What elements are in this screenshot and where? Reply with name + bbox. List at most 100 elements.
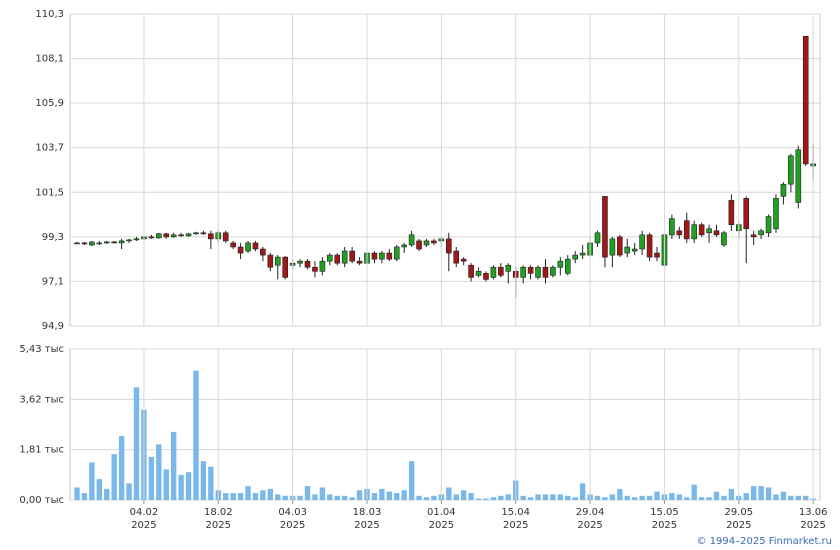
candle-body (401, 244, 407, 248)
volume-bar (468, 493, 474, 500)
candle-body (795, 149, 802, 203)
volume-bar (118, 436, 125, 500)
volume-bar (557, 494, 564, 500)
volume-bar (788, 495, 794, 500)
volume-bar (520, 495, 526, 500)
candle-body (245, 242, 251, 252)
candle-body (475, 270, 482, 276)
candle-body (274, 256, 281, 266)
candle-body (609, 238, 616, 256)
volume-bar (341, 495, 348, 500)
candle-body (96, 242, 103, 245)
candle-body (178, 234, 184, 237)
candle-body (676, 230, 683, 236)
y-tick-label: 103,7 (35, 143, 64, 154)
volume-bar (252, 493, 259, 500)
candle-body (765, 216, 772, 234)
candle-body (334, 254, 341, 264)
candle-body (706, 228, 712, 234)
volume-bar (356, 490, 363, 500)
volume-bar (260, 490, 266, 500)
candle-body (527, 266, 534, 274)
candle-body (208, 233, 214, 240)
candle-body (200, 232, 207, 235)
volume-bar (327, 494, 333, 500)
volume-bar (624, 495, 630, 500)
volume-bar (498, 495, 504, 500)
candle-body (103, 241, 110, 244)
x-tick-label: 04.02 2025 (130, 507, 159, 531)
volume-bar (483, 498, 489, 500)
candle-body (386, 252, 393, 260)
candle-body (721, 232, 727, 246)
volume-bar (475, 498, 482, 500)
volume-bar (81, 493, 88, 500)
candle-body (713, 230, 720, 236)
volume-bar (765, 487, 772, 500)
candle-body (170, 234, 177, 238)
candle-body (557, 260, 564, 268)
candle-body (379, 252, 385, 260)
candle-body (416, 240, 422, 250)
candle-body (341, 250, 348, 264)
volume-bar (334, 495, 340, 500)
volume-bar (803, 495, 809, 500)
volume-bar (237, 493, 244, 500)
volume-bar (750, 486, 757, 500)
candle-body (371, 252, 378, 260)
candle-body (222, 232, 229, 242)
volume-bar (698, 497, 705, 500)
volume-bar (148, 456, 155, 500)
volume-bar (565, 495, 571, 500)
volume-bar (446, 487, 452, 500)
x-tick-label: 29.04 2025 (576, 507, 605, 531)
candle-body (602, 196, 608, 258)
volume-bar (319, 487, 326, 500)
volume-bar (386, 491, 393, 500)
candle-body (750, 234, 757, 238)
volume-bar (408, 461, 415, 500)
volume-bar (275, 494, 281, 500)
volume-bar (609, 494, 616, 500)
candle-body (728, 200, 735, 226)
volume-bar (780, 491, 787, 500)
candle-body (683, 220, 690, 240)
volume-bar (297, 495, 303, 500)
candle-body (743, 198, 750, 230)
candle-body (356, 260, 363, 264)
volume-bar (505, 494, 511, 500)
y-tick-label: 3,62 тыс (19, 394, 64, 405)
y-tick-label: 110,3 (35, 9, 64, 20)
volume-bar (401, 490, 407, 500)
candle-body (505, 264, 512, 272)
volume-bar (133, 387, 140, 500)
y-tick-label: 105,9 (35, 98, 64, 109)
candle-body (594, 232, 601, 244)
candle-body (631, 248, 638, 252)
candle-body (252, 242, 259, 250)
volume-bar (453, 494, 459, 500)
candle-body (498, 266, 504, 276)
volume-bar (602, 497, 608, 500)
candle-body (542, 266, 549, 278)
volume-bar (200, 461, 207, 500)
volume-bar (632, 497, 638, 500)
x-tick-label: 01.04 2025 (427, 507, 456, 531)
y-tick-label: 5,43 тыс (19, 344, 64, 355)
volume-bar (371, 493, 378, 500)
candle-body (297, 260, 303, 264)
y-tick-label: 101,5 (35, 187, 64, 198)
candle-body (646, 234, 653, 258)
volume-bar (304, 486, 311, 500)
volume-bar (416, 495, 422, 500)
volume-bar (594, 495, 601, 500)
volume-bar (691, 484, 697, 500)
volume-bar (156, 444, 162, 500)
volume-bar (535, 494, 541, 500)
candle-body (230, 242, 236, 248)
volume-bar (795, 495, 801, 500)
candle-body (304, 260, 311, 268)
candle-body (802, 35, 809, 165)
candle-body (327, 254, 333, 262)
